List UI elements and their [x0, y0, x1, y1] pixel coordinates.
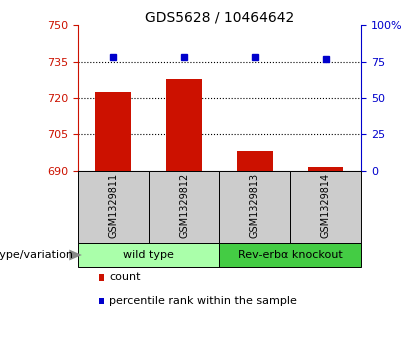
- Bar: [290, 171, 361, 243]
- Bar: [237, 151, 273, 171]
- Text: genotype/variation: genotype/variation: [0, 250, 74, 260]
- Text: GSM1329813: GSM1329813: [250, 173, 260, 238]
- Bar: [220, 243, 361, 267]
- Bar: [308, 167, 344, 171]
- Text: percentile rank within the sample: percentile rank within the sample: [109, 296, 297, 306]
- Bar: [78, 243, 220, 267]
- Bar: [149, 171, 220, 243]
- Bar: [166, 79, 202, 171]
- Bar: [220, 171, 290, 243]
- Bar: [99, 298, 104, 304]
- Title: GDS5628 / 10464642: GDS5628 / 10464642: [145, 10, 294, 24]
- Text: count: count: [109, 272, 141, 282]
- Text: GSM1329814: GSM1329814: [321, 173, 331, 238]
- Text: GSM1329812: GSM1329812: [179, 173, 189, 238]
- Bar: [95, 92, 131, 171]
- Polygon shape: [69, 250, 82, 261]
- Text: wild type: wild type: [123, 250, 174, 260]
- Bar: [78, 171, 149, 243]
- Text: GSM1329811: GSM1329811: [108, 173, 118, 238]
- Text: Rev-erbα knockout: Rev-erbα knockout: [238, 250, 343, 260]
- Bar: [99, 274, 104, 281]
